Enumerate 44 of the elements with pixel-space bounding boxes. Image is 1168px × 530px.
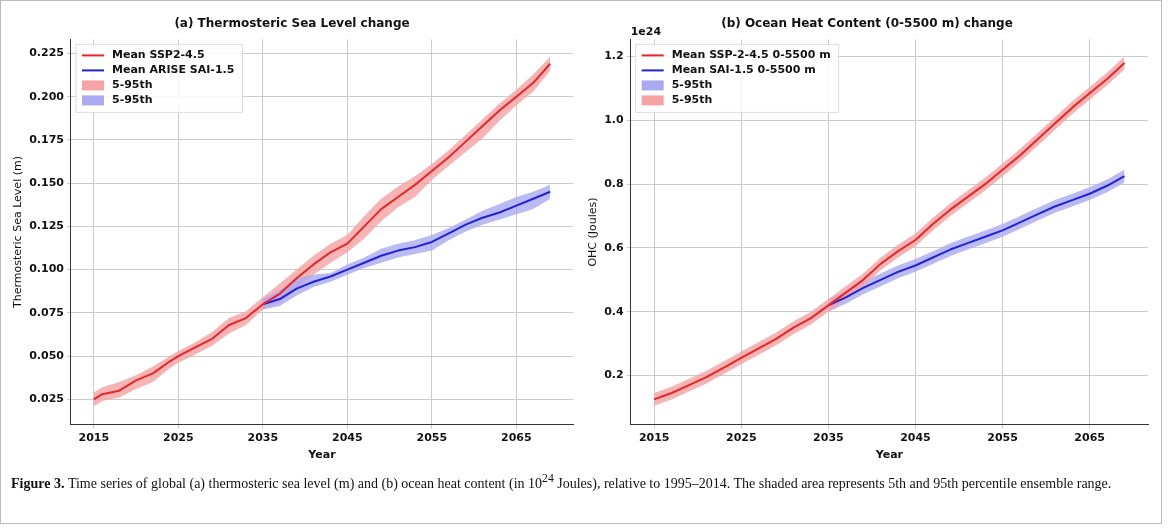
- y-tick-label: 0.200: [29, 89, 65, 103]
- x-tick-label: 2015: [78, 431, 110, 445]
- legend-label: 5-95th: [671, 78, 713, 92]
- y-tick-label: 0.2: [604, 368, 624, 382]
- x-tick-label: 2065: [501, 431, 532, 445]
- text: Time series of global (a) thermosteric sea level (m) and (b) ocean heat content (in 10$^{24}$ Joules), relative to 1995–2014. The shaded area represents 5th and 95th percentile ensemble range.: [67, 472, 1112, 491]
- y-tick-label: 0.8: [604, 177, 624, 191]
- chart-title: (a) Thermosteric Sea Level change: [174, 16, 410, 31]
- y-tick-label: 0.6: [604, 240, 625, 254]
- x-tick-label: 2025: [163, 431, 194, 445]
- legend-label: 5-95th: [111, 78, 153, 92]
- x-tick-label: 2045: [900, 431, 931, 445]
- y-tick-label: 0.050: [29, 348, 65, 362]
- y-tick-label: 0.025: [29, 392, 64, 406]
- y-tick-label: 1.0: [604, 113, 625, 127]
- legend-label: Mean ARISE SAI-1.5: [111, 63, 235, 77]
- legend-label: Mean SSP-2-4.5 0-5500 m: [671, 48, 831, 62]
- y-tick-label: 0.125: [29, 219, 64, 233]
- x-tick-label: 2045: [332, 431, 363, 445]
- y-tick-label: 0.175: [29, 132, 64, 146]
- legend-label: Mean SAI-1.5 0-5500 m: [671, 63, 816, 77]
- x-tick-label: 2035: [813, 431, 844, 445]
- legend-label: Mean SSP2-4.5: [111, 48, 205, 62]
- x-tick-label: 2035: [247, 431, 279, 445]
- x-axis-title: Year: [307, 448, 337, 462]
- caption: Figure 3.: [11, 475, 66, 491]
- x-tick-label: 2025: [725, 431, 757, 445]
- x-tick-label: 2055: [987, 431, 1018, 445]
- legend-label: 5-95th: [671, 93, 713, 107]
- x-tick-label: 2065: [1074, 431, 1105, 445]
- legend-label: 5-95th: [111, 93, 153, 107]
- y-tick-label: 0.100: [29, 262, 65, 276]
- y-axis-title: Thermosteric Sea Level (m): [11, 156, 25, 309]
- y-tick-label: 1.2: [604, 49, 624, 63]
- y-tick-label: 0.075: [29, 305, 64, 319]
- y-tick-label: 0.225: [29, 46, 64, 60]
- y-tick-label: 0.150: [29, 176, 65, 189]
- text: 1e24: [630, 24, 662, 38]
- y-tick-label: 0.4: [604, 304, 625, 318]
- y-axis-title: OHC (Joules): [586, 197, 600, 267]
- chart-title: (b) Ocean Heat Content (0-5500 m) change: [721, 16, 1013, 31]
- x-tick-label: 2055: [416, 431, 448, 445]
- x-axis-title: Year: [874, 448, 904, 462]
- x-tick-label: 2015: [638, 431, 670, 445]
